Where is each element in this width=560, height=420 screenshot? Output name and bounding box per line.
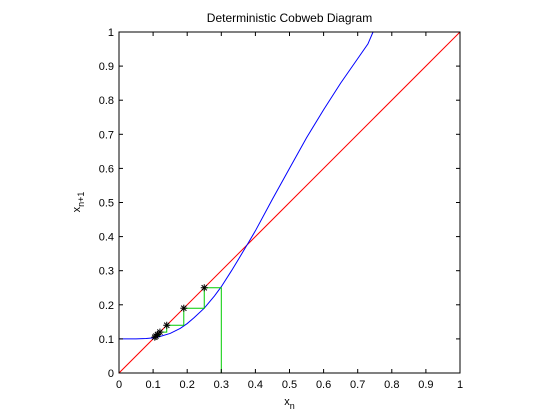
y-tick-label: 0.4 [99, 232, 114, 244]
y-tick-label: 0.6 [99, 163, 114, 175]
iterate-marker [180, 304, 188, 312]
y-tick-label: 0.5 [99, 198, 114, 210]
y-tick-label: 1 [108, 27, 114, 39]
x-tick-label: 0.6 [316, 379, 331, 391]
x-tick-label: 0.5 [282, 379, 297, 391]
x-axis-label-base: x [284, 396, 290, 408]
y-axis-label-sub: n+1 [76, 192, 86, 207]
y-axis-label-base: x [71, 206, 83, 212]
identity-line [118, 31, 461, 374]
iterate-marker [151, 333, 159, 341]
x-tick-label: 0 [116, 379, 122, 391]
x-tick-label: 0.1 [145, 379, 160, 391]
x-tick-label: 0.4 [248, 379, 263, 391]
y-tick-label: 0.7 [99, 129, 114, 141]
y-tick-label: 0.3 [99, 266, 114, 278]
tick-layer: 0 0.1 0.2 0.3 0.4 0.5 0.6 0.7 0.8 0.9 1 0 0.1 0.2 0.3 0… [99, 27, 463, 391]
y-tick-label: 0.2 [99, 300, 114, 312]
y-axis-label: xn+1 [71, 192, 86, 213]
x-tick-label: 1 [457, 379, 463, 391]
iterate-marker [200, 284, 208, 292]
map-curve [119, 31, 374, 340]
x-tick-label: 0.9 [418, 379, 433, 391]
x-tick-label: 0.2 [180, 379, 195, 391]
x-tick-label: 0.3 [214, 379, 229, 391]
chart-title: Deterministic Cobweb Diagram [207, 11, 372, 25]
series-layer [118, 31, 461, 374]
y-tick-label: 0.9 [99, 61, 114, 73]
y-tick-label: 0.1 [99, 334, 114, 346]
x-axis-label-sub: n [290, 401, 295, 411]
x-tick-label: 0.8 [384, 379, 399, 391]
x-axis-label: xn [284, 396, 295, 411]
iterate-marker [163, 321, 171, 329]
y-tick-label: 0 [108, 368, 114, 380]
y-tick-label: 0.8 [99, 95, 114, 107]
x-tick-label: 0.7 [350, 379, 365, 391]
